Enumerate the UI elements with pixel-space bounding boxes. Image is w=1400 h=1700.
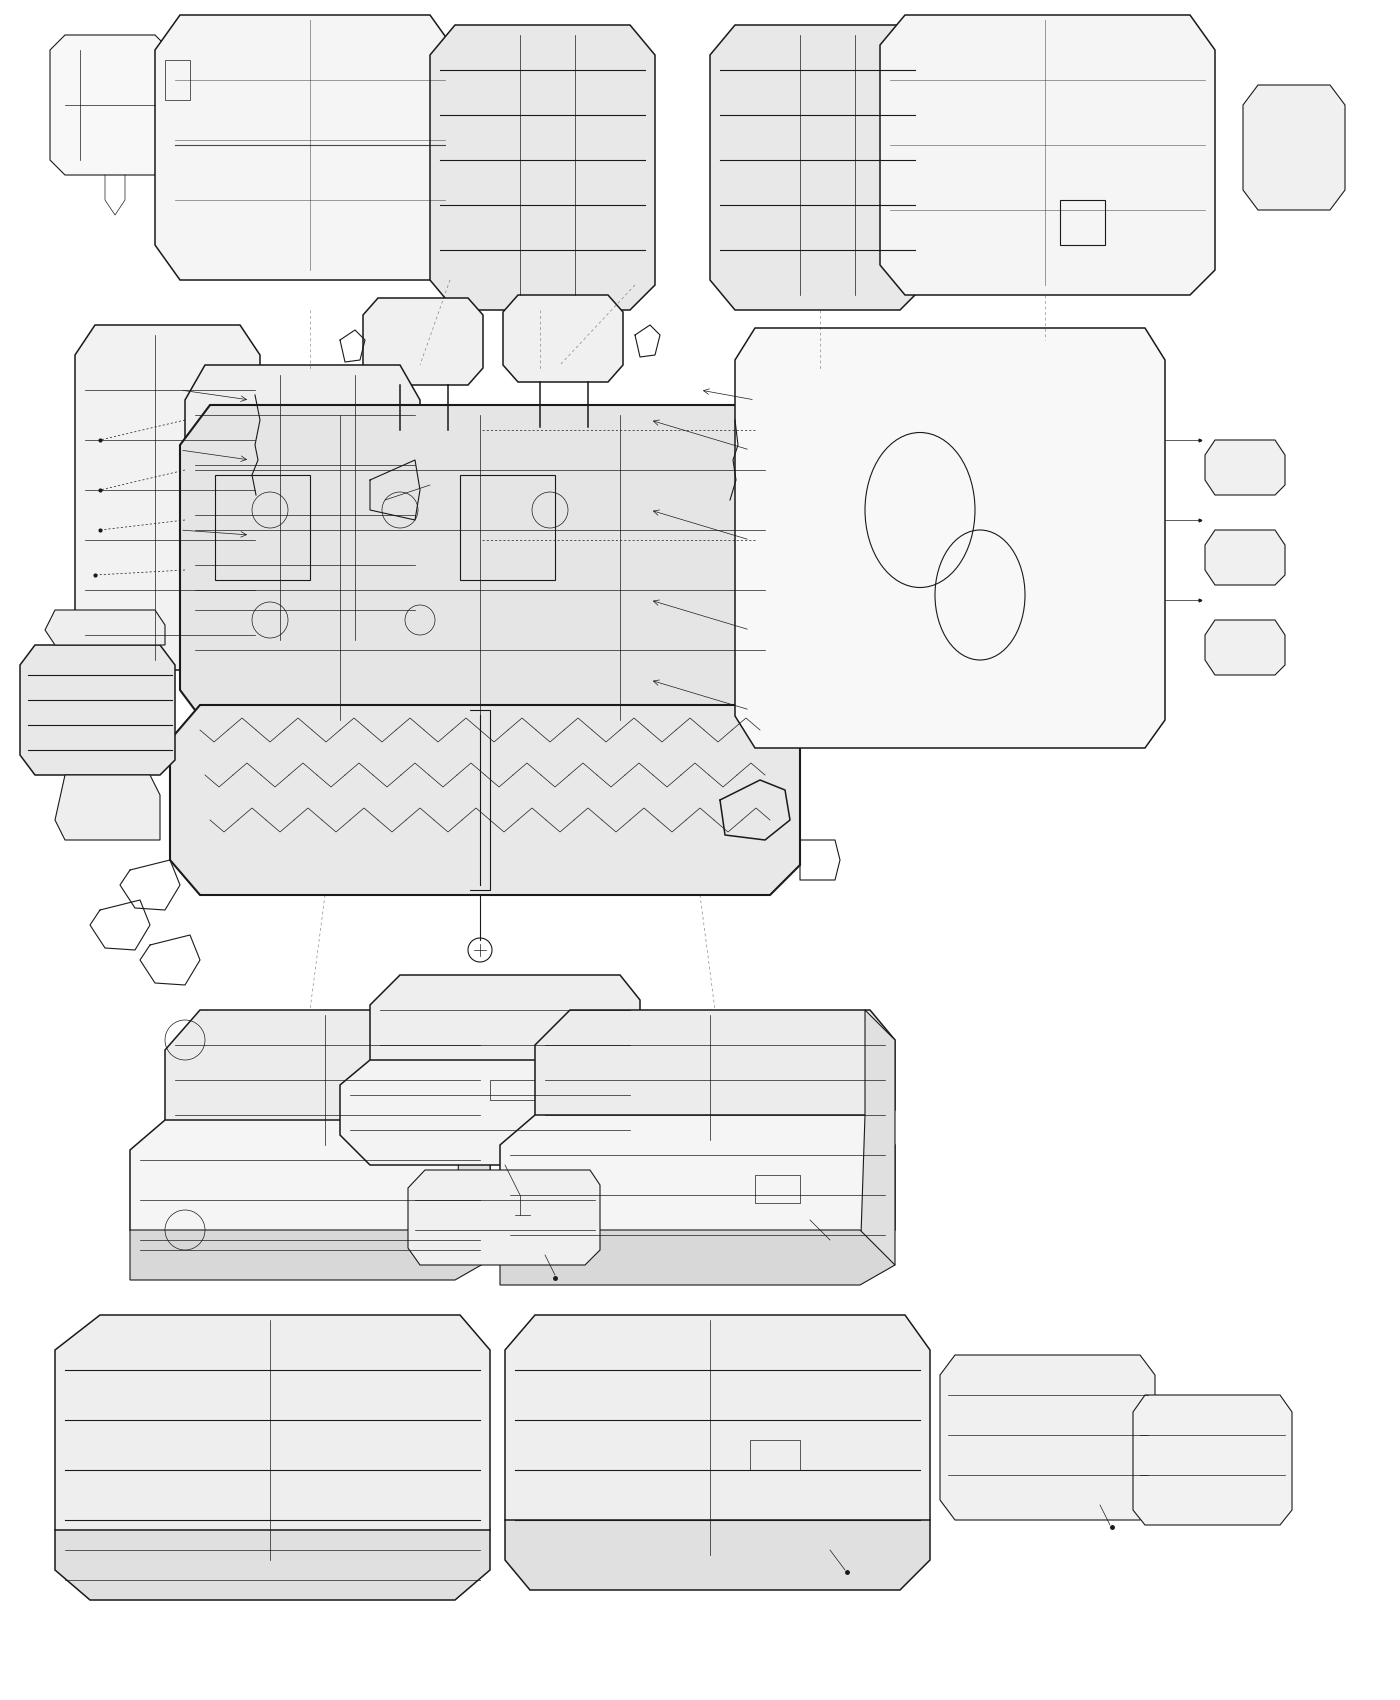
Polygon shape — [430, 26, 655, 309]
Polygon shape — [370, 976, 640, 1085]
Polygon shape — [939, 1355, 1155, 1520]
Polygon shape — [155, 15, 455, 280]
Polygon shape — [130, 1231, 490, 1280]
Bar — [260, 484, 315, 525]
Bar — [461, 474, 554, 580]
Polygon shape — [76, 325, 260, 670]
Polygon shape — [1133, 1396, 1292, 1525]
Polygon shape — [55, 1316, 490, 1571]
Polygon shape — [340, 1061, 640, 1164]
Polygon shape — [169, 706, 799, 894]
Polygon shape — [407, 1170, 601, 1265]
Polygon shape — [20, 644, 175, 775]
Polygon shape — [165, 1010, 490, 1149]
Polygon shape — [55, 1530, 490, 1600]
Polygon shape — [45, 610, 165, 644]
Polygon shape — [500, 1115, 895, 1265]
Polygon shape — [505, 1520, 930, 1590]
Polygon shape — [55, 775, 160, 840]
Polygon shape — [500, 1231, 895, 1285]
Polygon shape — [1205, 440, 1285, 495]
Polygon shape — [503, 296, 623, 382]
Bar — [1060, 201, 1105, 245]
Bar — [490, 1080, 540, 1100]
Polygon shape — [363, 298, 483, 384]
Polygon shape — [1243, 85, 1345, 211]
Polygon shape — [1205, 530, 1285, 585]
Polygon shape — [1205, 620, 1285, 675]
Polygon shape — [881, 15, 1215, 296]
Bar — [165, 60, 190, 100]
Polygon shape — [455, 1010, 490, 1260]
Bar — [216, 474, 309, 580]
Polygon shape — [860, 1010, 895, 1265]
Polygon shape — [181, 405, 780, 729]
Polygon shape — [505, 1316, 930, 1561]
Polygon shape — [185, 366, 420, 649]
Polygon shape — [130, 1120, 490, 1260]
Polygon shape — [535, 1010, 895, 1146]
Polygon shape — [710, 26, 925, 309]
Polygon shape — [50, 36, 169, 175]
Bar — [750, 1440, 799, 1470]
Polygon shape — [735, 328, 1165, 748]
Bar — [755, 1175, 799, 1204]
